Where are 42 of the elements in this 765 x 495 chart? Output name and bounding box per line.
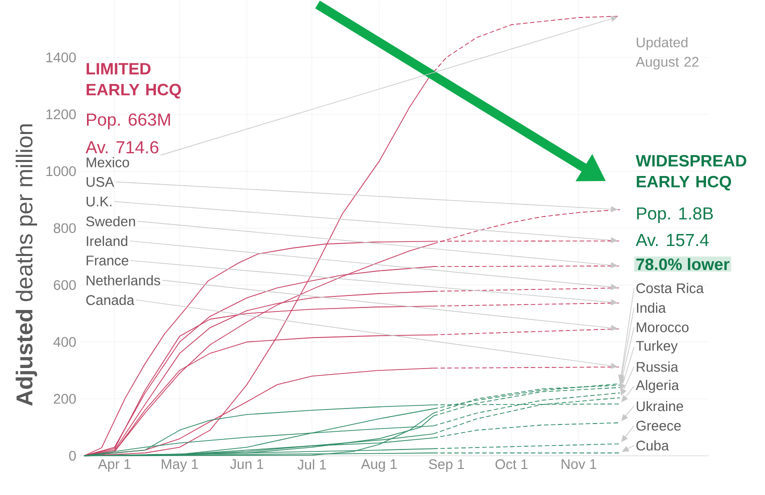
x-tick-label: May 1 bbox=[162, 459, 198, 472]
y-tick-label: 800 bbox=[54, 223, 76, 234]
annotation: Av. 157.4 bbox=[636, 234, 709, 246]
annotation: France bbox=[86, 256, 128, 266]
annotation: Sweden bbox=[86, 216, 135, 227]
y-tick-label: 600 bbox=[54, 280, 76, 290]
annotation: Updated August 22 bbox=[636, 37, 698, 70]
annotation: Cuba bbox=[636, 440, 669, 451]
annotation: Pop. 663M bbox=[87, 114, 170, 130]
annotation: Mexico bbox=[86, 157, 130, 168]
y-tick-label: 1200 bbox=[46, 110, 76, 120]
annotation: Costa Rica bbox=[636, 283, 704, 294]
y-tick-label: 1400 bbox=[46, 52, 76, 62]
x-tick-label: Apr 1 bbox=[98, 459, 131, 472]
annotation: Ukraine bbox=[636, 401, 684, 412]
annotation: LIMITED EARLY HCQ bbox=[86, 63, 181, 99]
x-tick-label: Sep 1 bbox=[428, 459, 464, 472]
x-tick-label: Aug 1 bbox=[361, 459, 397, 472]
annotation: Ireland bbox=[86, 236, 128, 246]
annotation: Canada bbox=[86, 294, 134, 306]
y-tick-label: 400 bbox=[53, 337, 76, 348]
y-axis-title: Adjusted deaths per million bbox=[16, 124, 38, 406]
annotation: India bbox=[636, 302, 666, 313]
x-tick-label: Oct 1 bbox=[496, 459, 528, 470]
annotation: USA bbox=[86, 177, 114, 187]
annotation: WIDESPREAD EARLY HCQ bbox=[636, 155, 746, 191]
annotation: Turkey bbox=[636, 340, 678, 354]
annotation: Russia bbox=[636, 362, 678, 372]
annotation: Greece bbox=[636, 420, 681, 431]
annotation: Av. 714.6 bbox=[86, 141, 158, 154]
annotation: Pop. 1.8B bbox=[637, 207, 713, 224]
annotation: U.K. bbox=[86, 196, 112, 207]
y-tick-label: 1000 bbox=[46, 166, 76, 176]
x-tick-label: Jul 1 bbox=[297, 459, 326, 470]
y-tick-label: 200 bbox=[54, 394, 76, 404]
x-tick-label: Nov 1 bbox=[562, 459, 596, 470]
annotation: 78.0% lower bbox=[636, 258, 730, 270]
x-tick-label: Jun 1 bbox=[230, 459, 264, 470]
annotation: Algeria bbox=[636, 380, 680, 394]
annotation: Morocco bbox=[636, 322, 689, 332]
y-tick-label: 0 bbox=[69, 450, 76, 461]
annotation: Netherlands bbox=[86, 275, 160, 286]
